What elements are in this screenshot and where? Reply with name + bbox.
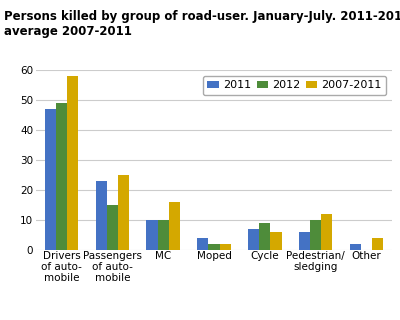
Bar (270, 232, 282, 250)
Bar (208, 244, 220, 250)
Bar (146, 220, 158, 250)
Bar (259, 223, 270, 250)
Bar (67, 76, 78, 250)
Bar (299, 232, 310, 250)
Text: Persons killed by group of road-user. January-July. 2011-2012 and
average 2007-2: Persons killed by group of road-user. Ja… (4, 10, 400, 38)
Bar (197, 238, 208, 250)
Bar (56, 103, 67, 250)
Bar (220, 244, 231, 250)
Bar (118, 175, 129, 250)
Bar (372, 238, 383, 250)
Bar (321, 214, 332, 250)
Bar (45, 109, 56, 250)
Bar (350, 244, 361, 250)
Bar (96, 181, 107, 250)
Bar (310, 220, 321, 250)
Bar (169, 202, 180, 250)
Bar (248, 229, 259, 250)
Bar (107, 205, 118, 250)
Legend: 2011, 2012, 2007-2011: 2011, 2012, 2007-2011 (203, 76, 386, 95)
Bar (158, 220, 169, 250)
